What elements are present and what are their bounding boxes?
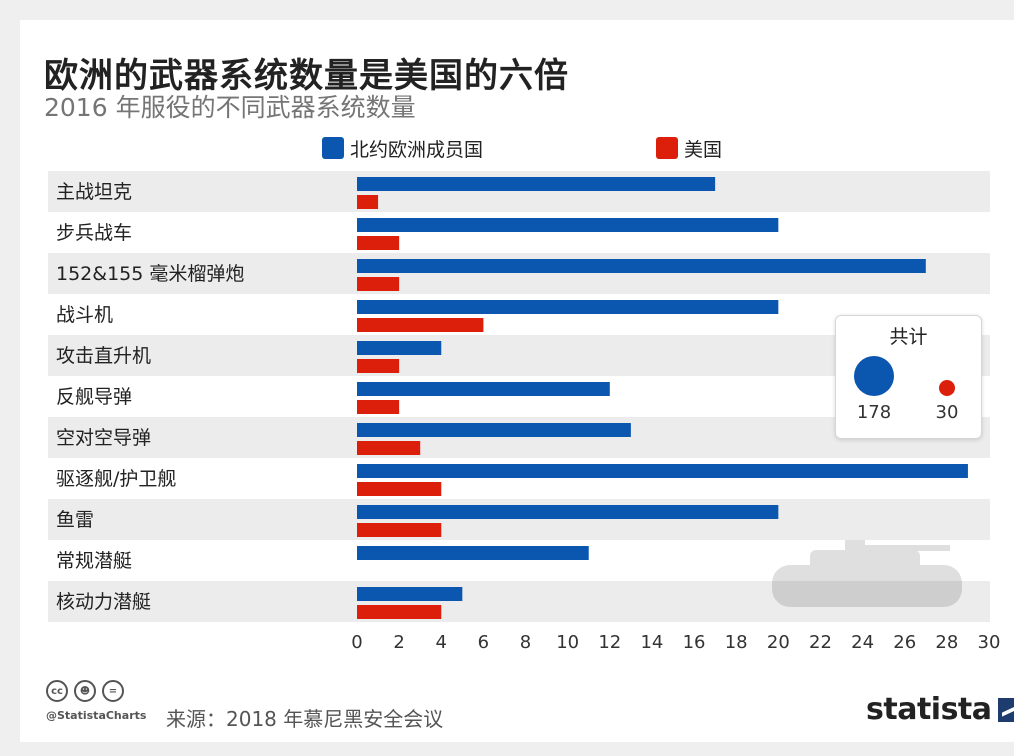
chart-title: 欧洲的武器系统数量是美国的六倍 (44, 56, 569, 96)
bar-us (357, 359, 400, 373)
legend-swatch-europe (322, 137, 344, 159)
totals-title: 共计 (889, 326, 928, 348)
x-tick-label: 0 (351, 632, 362, 653)
bar-us (357, 318, 484, 332)
bar-europe (357, 546, 589, 560)
category-label: 空对空导弹 (56, 427, 151, 449)
category-label: 核动力潜艇 (56, 591, 151, 613)
x-tick-label: 8 (520, 632, 531, 653)
category-label: 攻击直升机 (56, 345, 151, 367)
legend-label-europe: 北约欧洲成员国 (350, 138, 484, 161)
bar-us (357, 441, 421, 455)
x-tick-label: 22 (809, 632, 832, 653)
license-icons: cc ☻ = (46, 680, 124, 702)
statista-brand[interactable]: statista (866, 692, 1014, 727)
bar-europe (357, 464, 968, 478)
bar-europe (357, 218, 779, 232)
bar-europe (357, 423, 631, 437)
cc-license-icon[interactable]: cc (46, 680, 68, 702)
legend-item-us: 美国 (656, 136, 723, 161)
legend-item-europe: 北约欧洲成员国 (322, 136, 484, 161)
bar-europe (357, 177, 716, 191)
x-tick-label: 28 (935, 632, 958, 653)
x-tick-label: 20 (767, 632, 790, 653)
no-derivatives-icon[interactable]: = (102, 680, 124, 702)
x-tick-label: 18 (725, 632, 748, 653)
bar-us (357, 400, 400, 414)
bar-europe (357, 505, 779, 519)
category-label: 主战坦克 (56, 181, 132, 203)
statista-handle[interactable]: @StatistaCharts (46, 709, 147, 722)
category-label: 常规潜艇 (56, 550, 132, 572)
attribution-icon[interactable]: ☻ (74, 680, 96, 702)
bar-us (357, 195, 379, 209)
x-tick-label: 16 (683, 632, 706, 653)
category-label: 战斗机 (56, 304, 113, 326)
x-tick-label: 26 (893, 632, 916, 653)
legend-label-us: 美国 (684, 138, 723, 161)
statista-logo-icon (997, 697, 1014, 722)
category-label: 反舰导弹 (56, 386, 132, 408)
category-label: 鱼雷 (56, 509, 94, 531)
x-tick-label: 6 (478, 632, 489, 653)
row-background (48, 581, 990, 622)
category-label: 步兵战车 (56, 222, 132, 244)
category-label: 驱逐舰/护卫舰 (56, 468, 176, 490)
total-value-europe: 178 (856, 402, 892, 423)
bar-us (357, 482, 442, 496)
category-label: 152&155 毫米榴弹炮 (56, 263, 244, 285)
x-tick-label: 10 (556, 632, 579, 653)
bar-us (357, 523, 442, 537)
x-tick-label: 2 (393, 632, 404, 653)
chart-subtitle: 2016 年服役的不同武器系统数量 (44, 93, 416, 122)
chart-card: 欧洲的武器系统数量是美国的六倍 2016 年服役的不同武器系统数量 北约欧洲成员… (20, 20, 1014, 742)
legend-swatch-us (656, 137, 678, 159)
source-note: 来源：2018 年慕尼黑安全会议 (166, 707, 444, 731)
bar-europe (357, 300, 779, 314)
tank-watermark-icon (772, 540, 962, 607)
x-tick-label: 30 (978, 632, 1001, 653)
bar-europe (357, 341, 442, 355)
x-tick-label: 14 (640, 632, 663, 653)
totals-box: 共计 178 30 (835, 315, 982, 439)
row-background (48, 335, 990, 376)
bar-europe (357, 587, 463, 601)
x-tick-label: 12 (598, 632, 621, 653)
bar-europe (357, 259, 926, 273)
total-dot-europe (854, 356, 894, 396)
total-dot-us (939, 380, 955, 396)
x-tick-label: 4 (436, 632, 447, 653)
bar-us (357, 236, 400, 250)
bar-us (357, 605, 442, 619)
x-tick-label: 24 (851, 632, 874, 653)
total-value-us: 30 (935, 402, 959, 423)
bar-us (357, 277, 400, 291)
bar-europe (357, 382, 610, 396)
statista-brand-text: statista (866, 692, 992, 727)
